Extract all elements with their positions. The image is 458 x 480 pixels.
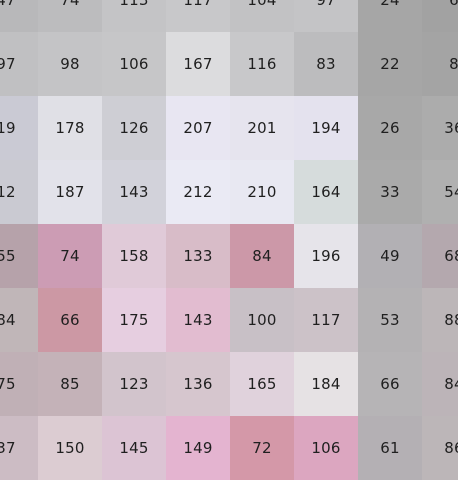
grid-cell: 117 (166, 0, 230, 32)
grid-cell: 61 (358, 416, 422, 480)
grid-cell: 150 (38, 416, 102, 480)
grid-cell: 84 (422, 352, 458, 416)
grid-cell: 74 (38, 224, 102, 288)
grid-cell: 175 (102, 288, 166, 352)
grid-cell: 158 (102, 224, 166, 288)
grid-cell: 126 (102, 96, 166, 160)
grid-cell: 116 (230, 32, 294, 96)
grid-cell: 24 (358, 0, 422, 32)
grid-cell: 133 (166, 224, 230, 288)
grid-cell: 83 (294, 32, 358, 96)
grid-cell: 178 (38, 96, 102, 160)
grid-cell: 97 (294, 0, 358, 32)
grid-cell: 84 (230, 224, 294, 288)
grid-cell: 113 (102, 0, 166, 32)
grid-cell: 49 (358, 224, 422, 288)
grid-cell: 54 (422, 160, 458, 224)
grid-cell: 37 (0, 416, 38, 480)
grid-cell: 165 (230, 352, 294, 416)
grid-cell: 98 (38, 32, 102, 96)
grid-cell: 85 (38, 352, 102, 416)
grid-cell: 6 (422, 0, 458, 32)
grid-cell: 194 (294, 96, 358, 160)
grid-cell: 100 (230, 288, 294, 352)
grid-cell: 145 (102, 416, 166, 480)
grid-cell: 196 (294, 224, 358, 288)
grid-cell: 53 (358, 288, 422, 352)
grid-cell: 212 (166, 160, 230, 224)
grid-cell: 33 (358, 160, 422, 224)
grid-cell: 117 (294, 288, 358, 352)
grid-cell: 143 (166, 288, 230, 352)
grid-cell: 106 (294, 416, 358, 480)
grid-cell: 19 (0, 96, 38, 160)
grid-cell: 55 (0, 224, 38, 288)
grid-cell: 106 (102, 32, 166, 96)
grid-cell: 164 (294, 160, 358, 224)
grid-cell: 12 (0, 160, 38, 224)
grid-cell: 210 (230, 160, 294, 224)
grid-cell: 66 (358, 352, 422, 416)
grid-cell: 167 (166, 32, 230, 96)
grid-cell: 74 (38, 0, 102, 32)
grid-cell: 207 (166, 96, 230, 160)
grid-cell: 123 (102, 352, 166, 416)
grid-cell: 36 (422, 96, 458, 160)
grid-cell: 75 (0, 352, 38, 416)
grid-cell: 22 (358, 32, 422, 96)
grid-cell: 8 (422, 32, 458, 96)
grid-cell: 143 (102, 160, 166, 224)
grid-cell: 72 (230, 416, 294, 480)
grid-cell: 97 (0, 32, 38, 96)
grid-cell: 66 (38, 288, 102, 352)
grid-cell: 26 (358, 96, 422, 160)
grid-cell: 88 (422, 288, 458, 352)
grid-cell: 86 (422, 416, 458, 480)
grid-cell: 68 (422, 224, 458, 288)
grid-cell: 104 (230, 0, 294, 32)
grid-cell: 187 (38, 160, 102, 224)
grid-cell: 149 (166, 416, 230, 480)
grid-cell: 136 (166, 352, 230, 416)
grid-cell: 201 (230, 96, 294, 160)
grid-cell: 84 (0, 288, 38, 352)
grid-cell: 47 (0, 0, 38, 32)
grid-cell: 184 (294, 352, 358, 416)
